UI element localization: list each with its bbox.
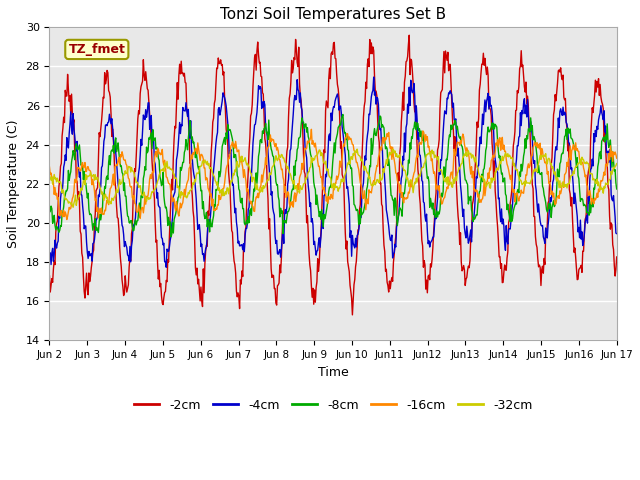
- -32cm: [56, 179, 63, 185]
- -32cm: [115, 181, 123, 187]
- -8cm: [167, 234, 175, 240]
- -2cm: [172, 125, 180, 131]
- -32cm: [45, 172, 53, 178]
- -16cm: [56, 213, 63, 219]
- -32cm: [203, 161, 211, 167]
- Line: -4cm: -4cm: [49, 77, 617, 267]
- -2cm: [405, 32, 413, 38]
- -4cm: [163, 264, 170, 270]
- -8cm: [420, 147, 428, 153]
- Line: -32cm: -32cm: [49, 149, 617, 207]
- -8cm: [115, 140, 122, 146]
- -16cm: [63, 216, 70, 222]
- -2cm: [349, 312, 356, 318]
- Line: -2cm: -2cm: [49, 35, 617, 315]
- -4cm: [370, 74, 378, 80]
- -2cm: [420, 258, 428, 264]
- -4cm: [203, 244, 211, 250]
- -4cm: [45, 255, 53, 261]
- -16cm: [404, 195, 412, 201]
- -8cm: [45, 209, 53, 215]
- -2cm: [115, 216, 122, 221]
- -8cm: [613, 186, 621, 192]
- -32cm: [613, 161, 621, 167]
- -2cm: [202, 248, 209, 254]
- -16cm: [203, 175, 211, 180]
- -8cm: [173, 205, 180, 211]
- Line: -16cm: -16cm: [49, 129, 617, 219]
- Line: -8cm: -8cm: [49, 115, 617, 237]
- -4cm: [115, 182, 122, 188]
- X-axis label: Time: Time: [317, 366, 348, 379]
- -32cm: [404, 175, 412, 181]
- -8cm: [203, 209, 211, 215]
- -16cm: [420, 133, 428, 139]
- -4cm: [613, 231, 621, 237]
- Legend: -2cm, -4cm, -8cm, -16cm, -32cm: -2cm, -4cm, -8cm, -16cm, -32cm: [129, 394, 537, 417]
- -8cm: [56, 228, 63, 233]
- -8cm: [404, 171, 412, 177]
- -4cm: [404, 101, 412, 107]
- -32cm: [353, 146, 361, 152]
- -32cm: [420, 160, 428, 166]
- -8cm: [339, 112, 347, 118]
- -2cm: [56, 177, 63, 182]
- -2cm: [403, 58, 411, 64]
- -4cm: [173, 157, 180, 163]
- -16cm: [45, 164, 53, 170]
- -32cm: [173, 176, 180, 182]
- -4cm: [420, 200, 428, 206]
- -16cm: [613, 156, 621, 161]
- Title: Tonzi Soil Temperatures Set B: Tonzi Soil Temperatures Set B: [220, 7, 446, 22]
- Y-axis label: Soil Temperature (C): Soil Temperature (C): [7, 120, 20, 248]
- -32cm: [69, 204, 77, 210]
- -2cm: [45, 273, 53, 279]
- -16cm: [115, 155, 123, 160]
- -16cm: [308, 126, 316, 132]
- -4cm: [56, 216, 63, 221]
- -16cm: [173, 199, 180, 204]
- -2cm: [613, 254, 621, 260]
- Text: TZ_fmet: TZ_fmet: [68, 43, 125, 56]
